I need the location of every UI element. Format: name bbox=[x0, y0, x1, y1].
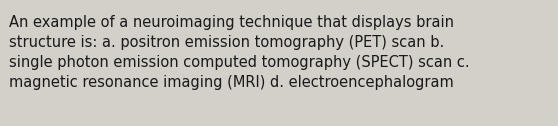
Text: An example of a neuroimaging technique that displays brain
structure is: a. posi: An example of a neuroimaging technique t… bbox=[9, 15, 470, 90]
